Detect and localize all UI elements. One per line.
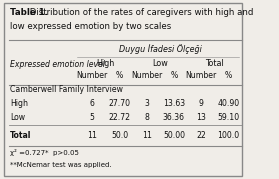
Text: 3: 3 [144, 99, 149, 108]
FancyBboxPatch shape [4, 3, 242, 176]
Text: Camberwell Family Interview: Camberwell Family Interview [10, 85, 123, 94]
Text: 50.0: 50.0 [111, 131, 128, 140]
Text: 8: 8 [144, 113, 149, 122]
Text: Total: Total [205, 59, 224, 67]
Text: 50.00: 50.00 [163, 131, 185, 140]
Text: 22: 22 [196, 131, 206, 140]
Text: Number: Number [131, 71, 162, 80]
Text: 40.90: 40.90 [217, 99, 239, 108]
Text: 100.0: 100.0 [217, 131, 239, 140]
Text: Distribution of the rates of caregivers with high and: Distribution of the rates of caregivers … [27, 8, 254, 17]
Text: 13.63: 13.63 [163, 99, 185, 108]
Text: 59.10: 59.10 [217, 113, 239, 122]
Text: High: High [97, 59, 115, 67]
Text: 36.36: 36.36 [163, 113, 185, 122]
Text: 27.70: 27.70 [109, 99, 131, 108]
Text: Duygu İfadesi Ölçeği: Duygu İfadesi Ölçeği [119, 44, 202, 54]
Text: Low: Low [152, 59, 168, 67]
Text: Total: Total [10, 131, 32, 140]
Text: 11: 11 [87, 131, 97, 140]
Text: 5: 5 [90, 113, 95, 122]
Text: Number: Number [186, 71, 217, 80]
Text: Table 1.: Table 1. [10, 8, 48, 17]
Text: %: % [116, 71, 123, 80]
Text: 6: 6 [90, 99, 95, 108]
Text: %: % [170, 71, 177, 80]
Text: 11: 11 [142, 131, 152, 140]
Text: 22.72: 22.72 [109, 113, 131, 122]
Text: χ² =0.727*  p>0.05: χ² =0.727* p>0.05 [10, 149, 79, 156]
Text: Low: Low [10, 113, 25, 122]
Text: low expressed emotion by two scales: low expressed emotion by two scales [10, 22, 171, 31]
Text: High: High [10, 99, 28, 108]
Text: 13: 13 [196, 113, 206, 122]
Text: Expressed emotion level: Expressed emotion level [10, 60, 105, 69]
Text: **McNemar test was applied.: **McNemar test was applied. [10, 162, 112, 168]
Text: Number: Number [77, 71, 108, 80]
Text: %: % [225, 71, 232, 80]
Text: 9: 9 [199, 99, 203, 108]
